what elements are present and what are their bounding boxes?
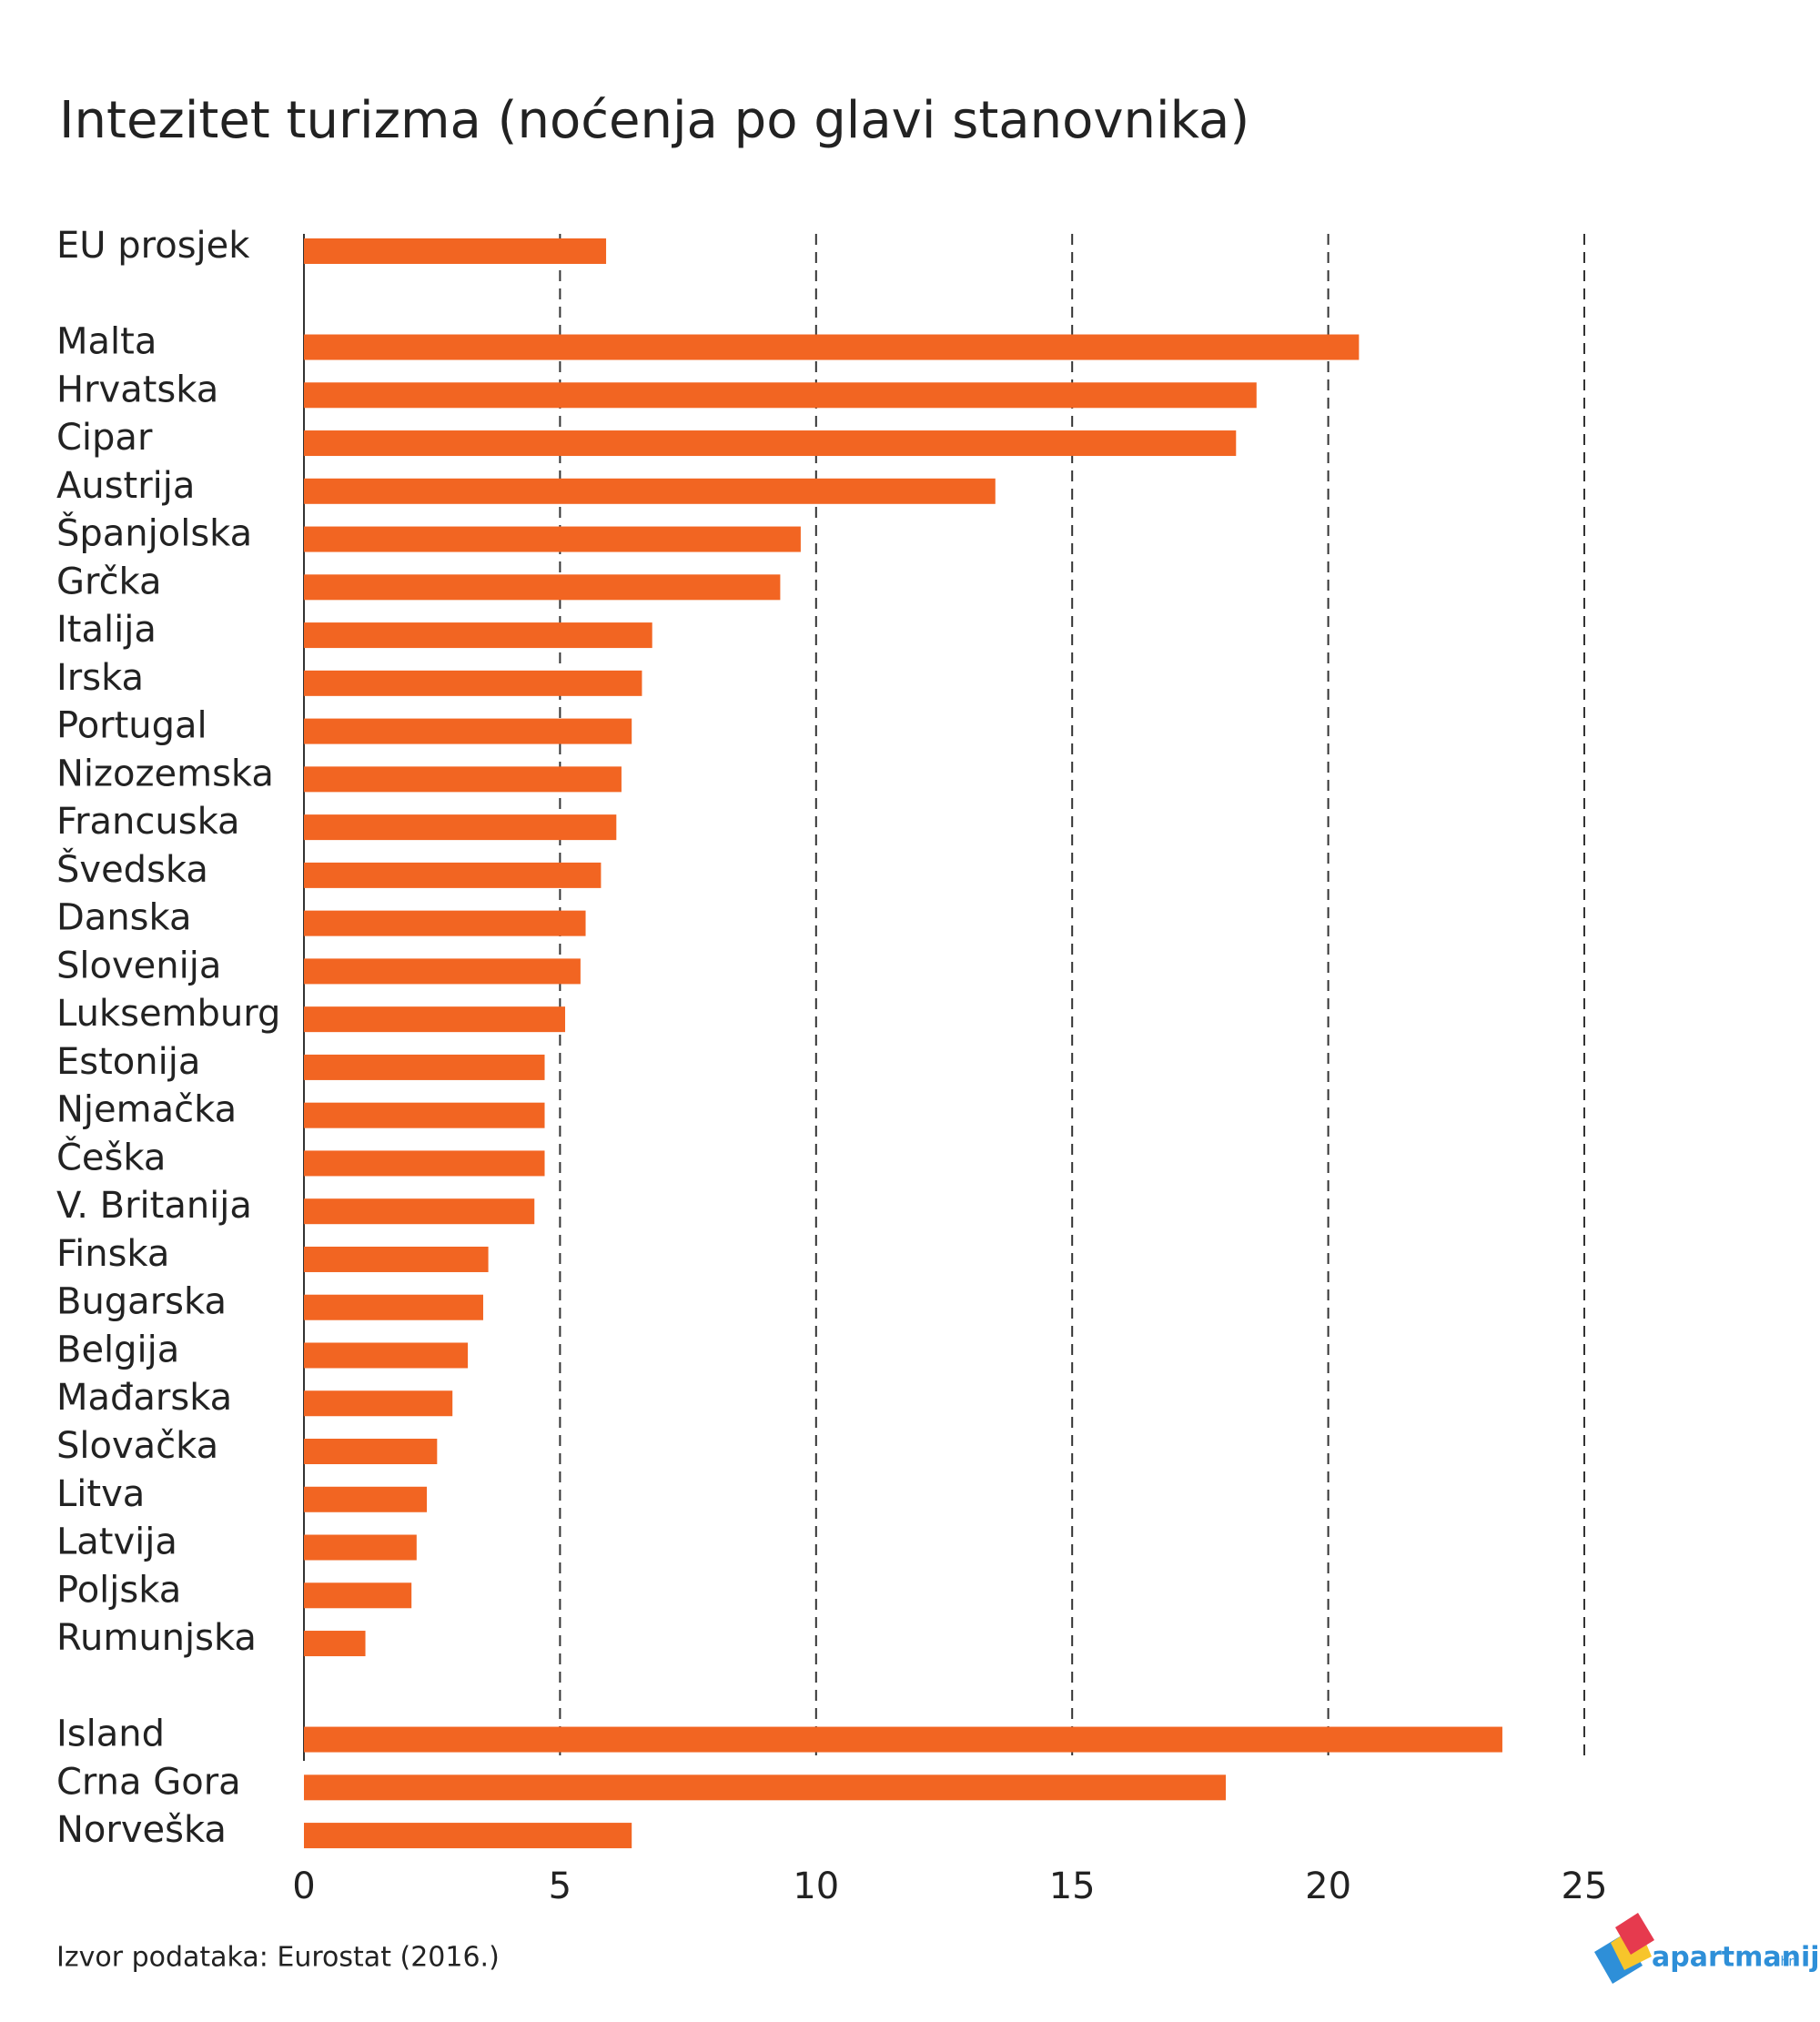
- bar: [304, 1486, 428, 1512]
- y-tick-label: Češka: [56, 1135, 166, 1178]
- bar: [304, 910, 586, 936]
- logo-suffix: .hr: [1776, 1955, 1794, 1969]
- bar: [304, 1534, 417, 1561]
- bar: [304, 958, 581, 985]
- logo-shape: [1615, 1913, 1654, 1955]
- source: Izvor podataka: Eurostat (2016.): [56, 1942, 500, 1974]
- y-tick-label: Njemačka: [56, 1089, 237, 1131]
- bar: [304, 334, 1360, 360]
- bar: [304, 1054, 545, 1080]
- bar: [304, 766, 622, 793]
- bar: [304, 814, 617, 841]
- y-tick-label: Francuska: [56, 801, 240, 843]
- y-tick-label: Irska: [56, 657, 144, 699]
- bar: [304, 1726, 1502, 1753]
- bar: [304, 1294, 483, 1320]
- bar: [304, 862, 602, 888]
- y-tick-label: Belgija: [56, 1329, 179, 1370]
- chart-title: Intezitet turizma (noćenja po glavi stan…: [59, 91, 1249, 150]
- bar: [304, 382, 1257, 409]
- y-tick-label: Latvija: [56, 1522, 177, 1563]
- bar: [304, 238, 607, 264]
- bar: [304, 1582, 412, 1609]
- y-tick-label: Grčka: [56, 561, 162, 602]
- bar: [304, 1774, 1227, 1801]
- bar: [304, 670, 642, 696]
- y-tick-label: Island: [56, 1714, 165, 1755]
- logo: apartmanija .hr: [1594, 1913, 1820, 1984]
- y-tick-label: Bugarska: [56, 1281, 227, 1323]
- x-tick-label: 25: [1562, 1865, 1608, 1907]
- y-tick-label: Estonija: [56, 1041, 200, 1083]
- y-tick-label: Nizozemska: [56, 753, 274, 794]
- bar: [304, 622, 652, 649]
- bar: [304, 1150, 545, 1177]
- bar: [304, 1102, 545, 1128]
- bar: [304, 1823, 632, 1849]
- y-tick-label: EU prosjek: [56, 225, 250, 267]
- y-tick-label: Portugal: [56, 705, 207, 747]
- bar: [304, 1342, 469, 1369]
- bar: [304, 718, 632, 744]
- y-tick-label: Hrvatska: [56, 369, 218, 410]
- y-tick-label: Luksemburg: [56, 993, 280, 1035]
- y-tick-label: Finska: [56, 1233, 169, 1275]
- x-tick-label: 5: [549, 1865, 571, 1907]
- x-tick-label: 15: [1049, 1865, 1096, 1907]
- y-tick-label: Švedska: [56, 847, 208, 891]
- y-tick-label: Poljska: [56, 1569, 181, 1611]
- y-tick-label: Mađarska: [56, 1377, 232, 1419]
- y-tick-label: V. Britanija: [56, 1185, 252, 1227]
- bar: [304, 1439, 438, 1464]
- y-tick-label: Cipar: [56, 417, 153, 459]
- y-tick-label: Norveška: [56, 1809, 227, 1851]
- y-tick-label: Italija: [56, 609, 157, 651]
- x-tick-label: 10: [793, 1865, 839, 1907]
- bar: [304, 430, 1237, 457]
- bar: [304, 1246, 489, 1272]
- y-tick-label: Litva: [56, 1473, 145, 1515]
- bar: [304, 1631, 366, 1657]
- y-tick-label: Malta: [56, 321, 157, 363]
- logo-text: apartmanija: [1652, 1942, 1820, 1974]
- y-tick-label: Austrija: [56, 465, 195, 507]
- y-tick-label: Slovačka: [56, 1425, 218, 1467]
- bar: [304, 478, 996, 504]
- y-tick-label: Rumunjska: [56, 1617, 257, 1659]
- bar: [304, 1006, 566, 1033]
- y-tick-label: Španjolska: [56, 511, 252, 555]
- x-tick-label: 20: [1305, 1865, 1351, 1907]
- y-tick-label: Crna Gora: [56, 1761, 241, 1803]
- x-tick-label: 0: [292, 1865, 315, 1907]
- y-tick-label: Danska: [56, 897, 191, 939]
- bar: [304, 1390, 453, 1417]
- bar: [304, 574, 781, 601]
- bar: [304, 1198, 535, 1225]
- y-tick-label: Slovenija: [56, 945, 221, 986]
- bar: [304, 526, 801, 552]
